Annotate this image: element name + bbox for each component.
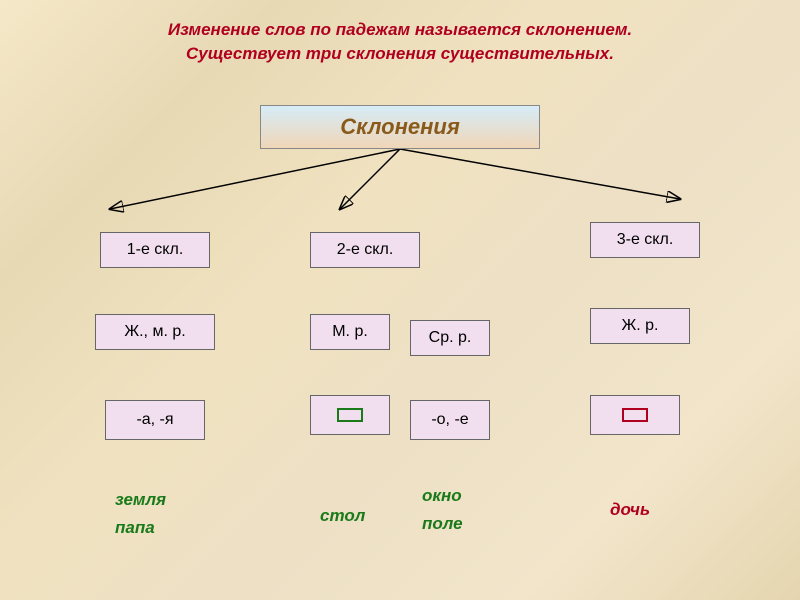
gender-2b-box: Ср. р. bbox=[410, 320, 490, 356]
branching-arrows bbox=[90, 149, 710, 229]
declension-2-label: 2-е скл. bbox=[337, 241, 394, 259]
root-declension-box: Склонения bbox=[260, 105, 540, 149]
zero-ending-icon bbox=[337, 408, 363, 422]
gender-3-box: Ж. р. bbox=[590, 308, 690, 344]
declension-2-box: 2-е скл. bbox=[310, 232, 420, 268]
title-block: Изменение слов по падежам называется скл… bbox=[0, 0, 800, 66]
example-word: стол bbox=[320, 506, 365, 526]
gender-2a-label: М. р. bbox=[332, 323, 368, 341]
gender-1-label: Ж., м. р. bbox=[124, 323, 185, 341]
zero-ending-icon bbox=[622, 408, 648, 422]
declension-3-label: 3-е скл. bbox=[617, 231, 674, 249]
declension-3-box: 3-е скл. bbox=[590, 222, 700, 258]
title-line-1: Изменение слов по падежам называется скл… bbox=[40, 18, 760, 42]
ending-2a-box bbox=[310, 395, 390, 435]
arrow-to-decl-1 bbox=[110, 149, 400, 209]
ending-2b-box: -о, -е bbox=[410, 400, 490, 440]
example-word: земля bbox=[115, 490, 166, 510]
gender-1-box: Ж., м. р. bbox=[95, 314, 215, 350]
example-word: дочь bbox=[610, 500, 650, 520]
root-label: Склонения bbox=[340, 114, 460, 140]
arrow-to-decl-3 bbox=[400, 149, 680, 199]
ending-1-box: -а, -я bbox=[105, 400, 205, 440]
gender-3-label: Ж. р. bbox=[621, 317, 658, 335]
declension-1-label: 1-е скл. bbox=[127, 241, 184, 259]
gender-2b-label: Ср. р. bbox=[429, 329, 472, 347]
example-word: папа bbox=[115, 518, 155, 538]
title-line-2: Существует три склонения существительных… bbox=[40, 42, 760, 66]
gender-2a-box: М. р. bbox=[310, 314, 390, 350]
example-word: поле bbox=[422, 514, 463, 534]
example-word: окно bbox=[422, 486, 462, 506]
arrow-to-decl-2 bbox=[340, 149, 400, 209]
ending-3-box bbox=[590, 395, 680, 435]
declension-1-box: 1-е скл. bbox=[100, 232, 210, 268]
ending-2b-label: -о, -е bbox=[431, 411, 468, 429]
ending-1-label: -а, -я bbox=[136, 411, 173, 429]
